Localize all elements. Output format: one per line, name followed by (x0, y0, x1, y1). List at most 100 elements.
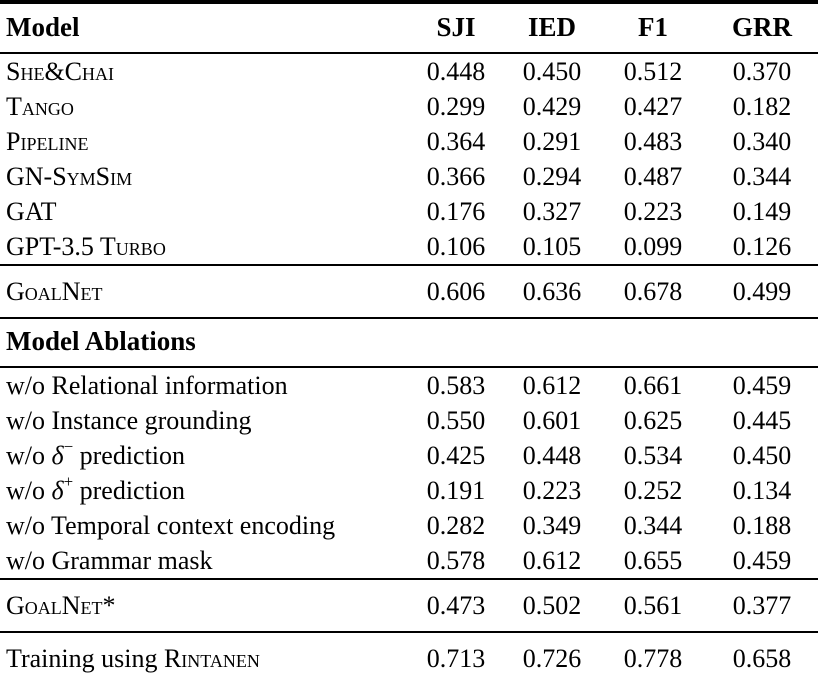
metric-value: 0.252 (623, 476, 683, 505)
label-segment: Training using (6, 644, 164, 673)
table-row: w/o Temporal context encoding 0.282 0.349 0… (0, 508, 818, 543)
metric-value: 0.223 (623, 197, 683, 226)
label-segment: She&Chai (6, 57, 115, 86)
table-section: Training using Rintanen 0.713 0.726 0.778 0.… (0, 632, 818, 676)
table-section: GoalNet* 0.473 0.502 0.561 0.377 (0, 579, 818, 632)
metric-value: 0.502 (522, 591, 582, 620)
model-label: GoalNet (0, 265, 408, 318)
metric-value: 0.445 (732, 406, 792, 435)
metric-value: 0.459 (732, 546, 792, 575)
metric-value: 0.182 (732, 92, 792, 121)
header-row: Model SJI IED F1 GRR (0, 2, 818, 53)
metric-value: 0.188 (732, 511, 792, 540)
metric-value: 0.429 (522, 92, 582, 121)
metric-value: 0.512 (623, 57, 683, 86)
metric-value: 0.606 (426, 277, 486, 306)
section-heading-label: Model Ablations (6, 326, 196, 356)
metric-value: 0.425 (426, 441, 486, 470)
metric-value: 0.370 (732, 57, 792, 86)
label-segment: prediction (73, 441, 186, 470)
model-label: She&Chai (0, 53, 408, 89)
column-header-f1: F1 (638, 12, 668, 42)
metric-value: 0.778 (623, 644, 683, 673)
model-label: w/o δ− prediction (0, 438, 408, 473)
metric-value: 0.099 (623, 232, 683, 261)
label-segment: w/o (6, 441, 52, 470)
model-label: w/o Relational information (0, 367, 408, 403)
label-segment: w/o Temporal context encoding (6, 511, 336, 540)
table-row: w/o Instance grounding 0.550 0.601 0.625 0.4… (0, 403, 818, 438)
model-label: w/o Instance grounding (0, 403, 408, 438)
metric-value: 0.578 (426, 546, 486, 575)
metric-value: 0.658 (732, 644, 792, 673)
model-label: w/o Grammar mask (0, 543, 408, 579)
label-segment: GAT (6, 197, 57, 226)
metric-value: 0.106 (426, 232, 486, 261)
metric-value: 0.450 (732, 441, 792, 470)
column-header-grr: GRR (732, 12, 792, 42)
metric-value: 0.713 (426, 644, 486, 673)
model-label: GPT-3.5 Turbo (0, 229, 408, 265)
table-section: GoalNet 0.606 0.636 0.678 0.499 (0, 265, 818, 318)
metric-value: 0.550 (426, 406, 486, 435)
metric-value: 0.294 (522, 162, 582, 191)
metric-value: 0.134 (732, 476, 792, 505)
metric-value: 0.327 (522, 197, 582, 226)
table-row: GoalNet* 0.473 0.502 0.561 0.377 (0, 579, 818, 632)
table-section: w/o Relational information 0.583 0.612 0.66… (0, 367, 818, 579)
model-label: Training using Rintanen (0, 632, 408, 676)
metric-value: 0.364 (426, 127, 486, 156)
column-header-ied: IED (527, 12, 576, 42)
metric-value: 0.612 (522, 546, 582, 575)
model-label: Tango (0, 89, 408, 124)
label-segment: Tango (6, 92, 74, 121)
metric-value: 0.344 (623, 511, 683, 540)
table-row: GPT-3.5 Turbo 0.106 0.105 0.099 0.126 (0, 229, 818, 265)
metric-value: 0.344 (732, 162, 792, 191)
metric-value: 0.625 (623, 406, 683, 435)
metric-value: 0.191 (426, 476, 486, 505)
table-row: Training using Rintanen 0.713 0.726 0.778 0.… (0, 632, 818, 676)
table-header: Model SJI IED F1 GRR (0, 2, 818, 53)
table-row: Tango 0.299 0.429 0.427 0.182 (0, 89, 818, 124)
metric-value: 0.377 (732, 591, 792, 620)
table-section: She&Chai 0.448 0.450 0.512 0.370 Tango 0.299 0.… (0, 53, 818, 265)
label-segment: w/o Instance grounding (6, 406, 252, 435)
label-segment: − (63, 436, 74, 456)
metric-value: 0.299 (426, 92, 486, 121)
label-segment: w/o Relational information (6, 371, 288, 400)
metric-value: 0.636 (522, 277, 582, 306)
column-header-sji: SJI (436, 12, 476, 42)
model-label: w/o Temporal context encoding (0, 508, 408, 543)
table-row: w/o Relational information 0.583 0.612 0.66… (0, 367, 818, 403)
metric-value: 0.126 (732, 232, 792, 261)
metric-value: 0.612 (522, 371, 582, 400)
table-row: She&Chai 0.448 0.450 0.512 0.370 (0, 53, 818, 89)
metric-value: 0.661 (623, 371, 683, 400)
metric-value: 0.105 (522, 232, 582, 261)
metric-value: 0.678 (623, 277, 683, 306)
section-heading-row: Model Ablations (0, 318, 818, 367)
label-segment: GPT-3.5 Turbo (6, 232, 166, 261)
metric-value: 0.176 (426, 197, 486, 226)
table-row: GoalNet 0.606 0.636 0.678 0.499 (0, 265, 818, 318)
metric-value: 0.726 (522, 644, 582, 673)
metric-value: 0.366 (426, 162, 486, 191)
label-segment: δ (51, 441, 64, 470)
metric-value: 0.448 (522, 441, 582, 470)
metric-value: 0.601 (522, 406, 582, 435)
table-row: GAT 0.176 0.327 0.223 0.149 (0, 194, 818, 229)
model-label: GAT (0, 194, 408, 229)
table-row: w/o δ− prediction 0.425 0.448 0.534 0.450 (0, 438, 818, 473)
label-segment: w/o (6, 476, 52, 505)
metric-value: 0.561 (623, 591, 683, 620)
metric-value: 0.459 (732, 371, 792, 400)
metric-value: 0.149 (732, 197, 792, 226)
model-label: GoalNet* (0, 579, 408, 632)
metric-value: 0.427 (623, 92, 683, 121)
label-segment: GoalNet* (6, 591, 116, 620)
label-segment: δ (51, 476, 64, 505)
metric-value: 0.487 (623, 162, 683, 191)
table-row: w/o Grammar mask 0.578 0.612 0.655 0.459 (0, 543, 818, 579)
